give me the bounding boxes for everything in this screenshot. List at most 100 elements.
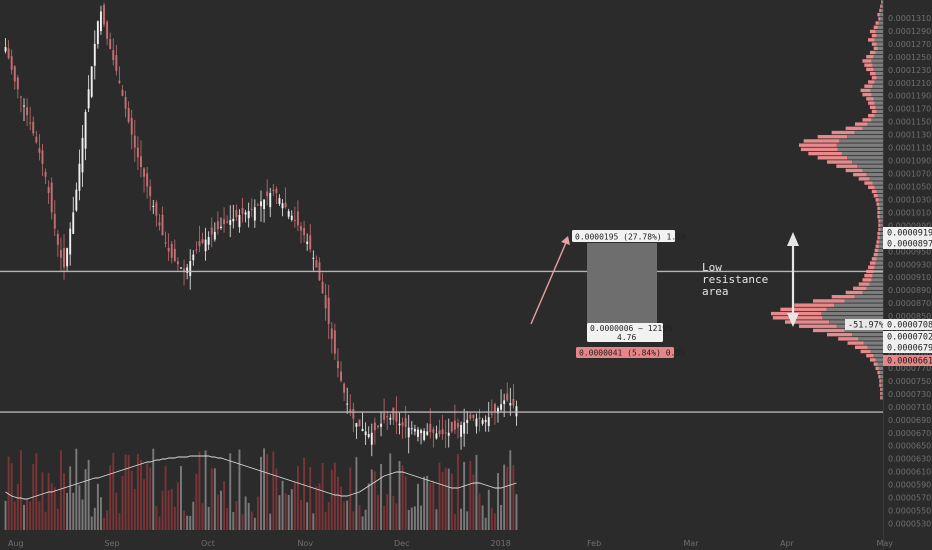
volume-bar: [124, 454, 127, 530]
candle-body: [478, 417, 481, 420]
volume-bar: [303, 457, 306, 530]
volume-bar: [121, 475, 124, 530]
volume-bar: [420, 505, 423, 530]
candle-body: [127, 108, 130, 122]
volume-bar: [38, 501, 41, 530]
price-tick-label: 0.0001290: [888, 27, 931, 36]
volume-profile-bar-grey: [875, 71, 883, 76]
volume-bar: [392, 495, 395, 530]
volume-profile-bar-grey: [867, 122, 883, 126]
candle-body: [109, 39, 112, 50]
volume-profile-bar-red: [873, 46, 878, 51]
candle-body: [383, 413, 386, 420]
measure-box[interactable]: [587, 243, 657, 324]
candle-body: [16, 77, 19, 90]
volume-bar: [370, 469, 373, 530]
candle-body: [432, 429, 435, 433]
candle-body: [484, 419, 487, 423]
price-tick-label: 0.0001250: [888, 53, 931, 62]
volume-profile-bar-red: [873, 252, 878, 257]
volume-profile-bar-grey: [875, 29, 883, 34]
price-tick-label: 0.0000630: [888, 455, 931, 464]
candle-body: [321, 281, 324, 294]
volume-bar: [26, 498, 29, 530]
candle-body: [213, 231, 216, 240]
volume-profile-bar-grey: [880, 379, 883, 383]
candle-body: [515, 406, 518, 417]
time-axis[interactable]: Aug Sep Oct Nov Dec 2018 Feb Mar Apr May: [8, 539, 893, 548]
candle-body: [272, 190, 275, 192]
volume-profile-bar-grey: [875, 261, 883, 265]
candle-body: [355, 423, 358, 427]
volume-profile-bar-grey: [878, 198, 883, 202]
volume-bar: [7, 456, 10, 530]
volume-bar: [364, 509, 367, 530]
projection-arrow[interactable]: [530, 237, 569, 325]
stop-tag: 0.0000041 (5.84%) 0.95: [576, 347, 685, 358]
volume-profile-bar-grey: [880, 223, 883, 227]
candle-body: [220, 226, 222, 228]
volume-bar: [487, 489, 490, 530]
volume-profile-bar-grey: [879, 202, 883, 206]
candle-body: [44, 172, 47, 177]
candle-body: [29, 122, 32, 124]
candle-body: [69, 228, 72, 255]
volume-profile-bar-grey: [836, 143, 883, 147]
volume-profile-bar-red: [871, 42, 877, 46]
volume-profile-bar-red: [831, 295, 855, 299]
volume-profile-bar-red: [855, 345, 868, 349]
arrow-up-icon: [787, 232, 799, 246]
candle-body: [130, 117, 133, 135]
candle-body: [296, 211, 299, 226]
volume-profile-bar-red: [868, 38, 875, 42]
volume-profile-bar-red: [868, 265, 875, 269]
volume-bar: [263, 448, 266, 530]
candle-body: [450, 421, 453, 432]
candle-body: [198, 241, 201, 247]
candle-body: [349, 409, 352, 413]
volume-profile-bar-red: [836, 164, 858, 168]
candle-body: [281, 203, 284, 209]
volume-bar: [444, 467, 447, 530]
volume-bar: [398, 460, 401, 530]
volume-profile-bar-red: [860, 349, 871, 354]
volume-bar: [72, 492, 75, 530]
candle-body: [287, 211, 290, 217]
time-tick-label: Dec: [394, 539, 409, 548]
price-tag-lower: 0.0000702: [883, 331, 932, 343]
volume-bar: [401, 465, 404, 530]
volume-profile-bar-grey: [873, 55, 883, 59]
volume-profile-bar-grey: [880, 375, 883, 379]
candle-body: [487, 417, 490, 426]
volume-profile-bar-red: [869, 105, 876, 109]
time-tick-label: Sep: [105, 539, 120, 548]
price-tick-label: 0.0001170: [888, 105, 931, 114]
volume-profile-bar-grey: [874, 80, 883, 84]
volume-bar: [389, 453, 392, 530]
volume-profile-bar-red: [858, 177, 870, 181]
candle-body: [290, 215, 293, 220]
candle-body: [410, 428, 413, 430]
volume-bar: [195, 474, 198, 530]
volume-profile-bar-grey: [841, 151, 883, 156]
candle-body: [444, 432, 447, 434]
volume-bar: [16, 483, 19, 530]
volume-bar: [66, 492, 69, 530]
candle-body: [103, 4, 105, 25]
volume-bar: [226, 508, 229, 530]
volume-bar: [377, 495, 379, 530]
candle-body: [503, 400, 506, 405]
candle-body: [189, 261, 192, 276]
volume-profile-bar-grey: [874, 113, 883, 118]
price-tag-upper-second: 0.0000897: [883, 238, 932, 250]
price-tick-label: 0.0000850: [888, 312, 931, 321]
stop-tag-text: 0.0000041 (5.84%) 0.95: [579, 349, 685, 358]
volume-bar: [140, 459, 142, 530]
volume-profile-bar-grey: [876, 257, 883, 261]
volume-profile-bar-grey: [862, 126, 883, 131]
candle-body: [309, 235, 312, 250]
volume-bar: [146, 463, 149, 530]
candle-body: [63, 248, 65, 268]
volume-bar: [293, 481, 296, 530]
